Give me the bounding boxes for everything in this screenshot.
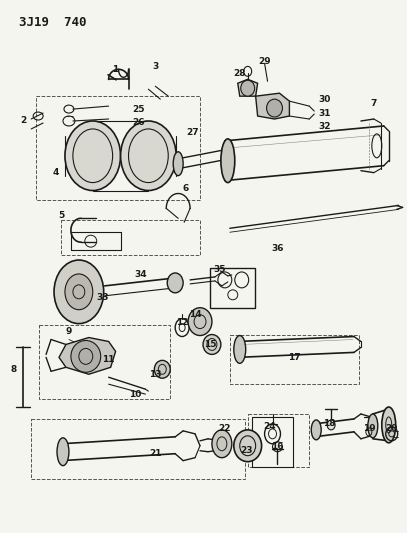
Text: 19: 19 [363, 424, 375, 433]
Text: 24: 24 [263, 422, 276, 431]
Bar [210, 268, 255, 308]
Ellipse shape [188, 308, 212, 336]
Text: 15: 15 [204, 340, 216, 349]
Polygon shape [238, 79, 258, 96]
Ellipse shape [154, 360, 170, 378]
Ellipse shape [221, 139, 235, 183]
Ellipse shape [234, 336, 246, 364]
Ellipse shape [234, 430, 262, 462]
Ellipse shape [65, 274, 93, 310]
Text: 8: 8 [10, 365, 16, 374]
Bar [36, 96, 200, 200]
Ellipse shape [54, 260, 104, 324]
Bar [248, 414, 309, 466]
Ellipse shape [57, 438, 69, 466]
Text: 34: 34 [134, 270, 147, 279]
Ellipse shape [267, 99, 282, 117]
Text: 25: 25 [132, 104, 145, 114]
Text: 22: 22 [219, 424, 231, 433]
Text: 18: 18 [323, 419, 335, 429]
Text: 21: 21 [149, 449, 162, 458]
Text: 36: 36 [271, 244, 284, 253]
Ellipse shape [173, 152, 183, 176]
Text: 35: 35 [214, 265, 226, 274]
Text: 30: 30 [318, 95, 330, 103]
Ellipse shape [120, 121, 176, 190]
Text: 11: 11 [103, 355, 115, 364]
Text: 3: 3 [152, 62, 158, 71]
Text: 6: 6 [182, 184, 188, 193]
Text: 2: 2 [20, 117, 26, 125]
Text: 3J19  740: 3J19 740 [19, 15, 87, 29]
Ellipse shape [167, 273, 183, 293]
Ellipse shape [65, 121, 120, 190]
Polygon shape [59, 337, 116, 374]
Ellipse shape [368, 414, 378, 438]
Text: 5: 5 [58, 211, 64, 220]
Polygon shape [256, 93, 289, 119]
Ellipse shape [212, 430, 232, 458]
Ellipse shape [382, 407, 396, 443]
Text: 16: 16 [271, 442, 284, 451]
Text: 31: 31 [318, 109, 330, 118]
Text: 32: 32 [318, 123, 330, 132]
Ellipse shape [241, 80, 255, 96]
Text: 4: 4 [53, 168, 59, 177]
Text: 33: 33 [96, 293, 109, 302]
Ellipse shape [311, 420, 321, 440]
Text: 10: 10 [129, 390, 142, 399]
Text: 20: 20 [385, 424, 398, 433]
Text: 29: 29 [258, 57, 271, 66]
Bar [230, 335, 359, 384]
Text: 9: 9 [66, 327, 72, 336]
Ellipse shape [71, 341, 101, 372]
Text: 7: 7 [371, 99, 377, 108]
Bar [31, 419, 245, 479]
Ellipse shape [327, 420, 335, 430]
Bar [61, 220, 200, 255]
Bar [252, 417, 293, 466]
Text: 14: 14 [189, 310, 201, 319]
Text: 13: 13 [149, 370, 162, 379]
Text: 12: 12 [176, 318, 188, 327]
Text: 28: 28 [234, 69, 246, 78]
Ellipse shape [203, 335, 221, 354]
Text: 23: 23 [241, 446, 253, 455]
Bar [39, 325, 170, 399]
Text: 27: 27 [186, 128, 198, 138]
Text: 26: 26 [132, 118, 145, 127]
Text: 1: 1 [112, 65, 119, 74]
Text: 17: 17 [288, 353, 301, 362]
